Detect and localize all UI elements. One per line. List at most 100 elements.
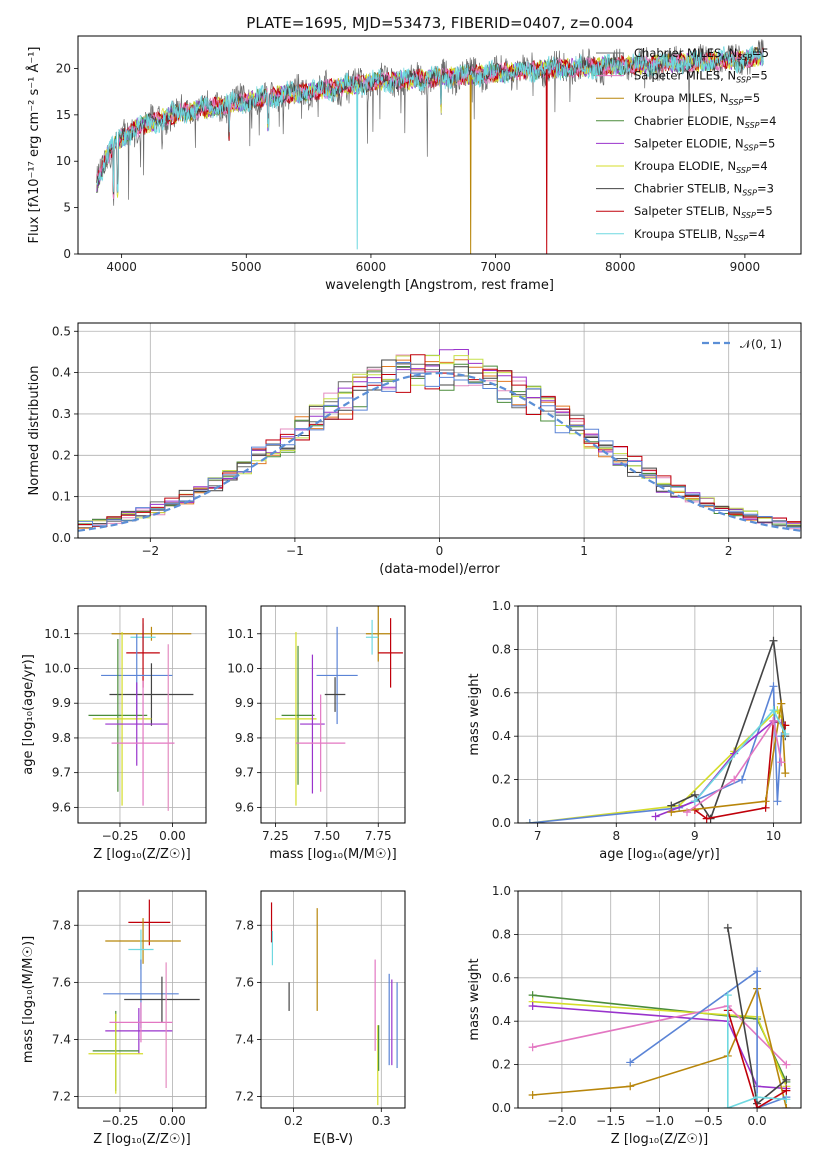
x-tick-label: 7.50 (313, 829, 340, 843)
y-tick-label: 0.0 (52, 531, 71, 545)
plot-area (96, 39, 764, 254)
x-tick-label: 4000 (106, 260, 137, 274)
y-tick-label: 0.4 (52, 366, 71, 380)
panel-mass-vs-ebv: 0.2 0.3 7.2 7.4 7.6 7.8 E(B-V) (235, 890, 406, 1147)
series-marker (769, 706, 778, 715)
y-tick-label: 7.8 (235, 918, 254, 932)
series-marker (528, 1002, 537, 1011)
y-tick-label: 9.7 (52, 766, 71, 780)
x-tick-label: 8000 (605, 260, 636, 274)
series-marker (723, 923, 732, 932)
x-tick-label: −2 (141, 544, 159, 558)
series-marker (761, 797, 770, 806)
legend-entry: Kroupa STELIB, NSSP=4 (634, 227, 765, 243)
x-tick-label: −1 (286, 544, 304, 558)
series-marker (525, 819, 534, 823)
series-line (671, 703, 787, 813)
series-line (727, 1010, 787, 1108)
y-tick-label: 9.9 (52, 696, 71, 710)
y-tick-label: 0.3 (52, 407, 71, 421)
axes-frame (77, 35, 802, 255)
y-tick-label: 0.4 (492, 729, 511, 743)
series-marker (528, 1043, 537, 1052)
y-tick-label: 9.9 (235, 696, 254, 710)
x-axis-label: E(B-V) (313, 1132, 353, 1147)
plot-area (261, 891, 405, 1108)
absorption-dip (545, 69, 548, 254)
y-tick-label: 0.2 (492, 773, 511, 787)
y-tick-label: 15 (56, 108, 71, 122)
legend-entry: Salpeter MILES, NSSP=5 (634, 69, 768, 85)
y-tick-label: 0.4 (492, 1014, 511, 1028)
legend-entry: 𝒩(0, 1) (740, 337, 782, 351)
legend-entry: Salpeter STELIB, NSSP=5 (634, 204, 773, 220)
y-tick-label: 10.0 (44, 661, 71, 675)
y-tick-label: 0.6 (492, 971, 511, 985)
y-tick-label: 5 (63, 201, 71, 215)
series-marker (753, 1104, 762, 1108)
axes-frame (260, 605, 406, 824)
x-tick-label: 7000 (480, 260, 511, 274)
y-tick-label: 1.0 (492, 884, 511, 898)
series-line (532, 1005, 787, 1090)
y-tick-label: 20 (56, 61, 71, 75)
x-tick-label: 1 (580, 544, 588, 558)
y-tick-label: 0.1 (52, 490, 71, 504)
x-tick-label: 0.0 (748, 1114, 767, 1128)
x-tick-label: −0.25 (102, 1114, 139, 1128)
x-tick-label: 0.3 (372, 1114, 391, 1128)
axes-frame (77, 322, 802, 539)
series-marker (626, 1082, 635, 1091)
series-marker (769, 636, 778, 645)
y-tick-label: 10 (56, 154, 71, 168)
series-marker (730, 775, 739, 784)
x-axis-label: Z [log₁₀(Z/Z☉)] (93, 1132, 190, 1147)
y-tick-label: 7.6 (235, 975, 254, 989)
x-tick-label: 0.00 (159, 1114, 186, 1128)
y-tick-label: 0.2 (52, 448, 71, 462)
y-tick-label: 0.0 (492, 816, 511, 830)
panel-residuals: −2 −1 0 1 2 0.0 0.1 0.2 0.3 0.4 0.5 (data-model)/er… (27, 322, 802, 577)
series-marker (667, 808, 676, 817)
figure-title: PLATE=1695, MJD=53473, FIBERID=0407, z=0… (246, 14, 633, 32)
y-tick-label: 10.0 (227, 661, 254, 675)
y-tick-label: 9.6 (235, 800, 254, 814)
y-tick-label: 0.5 (52, 324, 71, 338)
series-marker (782, 1104, 791, 1108)
series-marker (782, 1086, 791, 1095)
spectrum-line (96, 45, 764, 194)
y-tick-label: 7.2 (235, 1090, 254, 1104)
series-marker (723, 1104, 732, 1108)
x-tick-label: 7.25 (262, 829, 289, 843)
panel-age-vs-Z: −0.25 0.00 9.6 9.7 9.8 9.9 10.0 10.1 Z [log₁₀(Z/… (21, 605, 207, 862)
series-marker (690, 797, 699, 806)
x-tick-label: 7.75 (365, 829, 392, 843)
series-marker (777, 758, 786, 767)
x-tick-label: 2 (725, 544, 733, 558)
x-axis-label: age [log₁₀(age/yr)] (599, 847, 720, 862)
series-marker (781, 769, 790, 778)
x-tick-label: −0.25 (102, 829, 139, 843)
y-tick-label: 9.6 (52, 800, 71, 814)
y-tick-label: 7.2 (52, 1090, 71, 1104)
series-marker (528, 1090, 537, 1099)
series-marker (753, 1093, 762, 1102)
series-marker (769, 682, 778, 691)
legend-entry: Chabrier ELODIE, NSSP=4 (634, 114, 776, 130)
panel-mass-vs-Z: −0.25 0.00 7.2 7.4 7.6 7.8 Z [log₁₀(Z/Z☉)] mass… (21, 890, 207, 1147)
x-tick-label: 9 (691, 829, 699, 843)
plot-area (78, 323, 801, 538)
plot-area (78, 891, 206, 1108)
y-tick-label: 7.4 (235, 1032, 254, 1046)
series-marker (753, 967, 762, 976)
y-tick-label: 0 (63, 247, 71, 261)
legend-entry: Chabrier STELIB, NSSP=3 (634, 182, 774, 198)
y-tick-label: 10.1 (44, 627, 71, 641)
x-tick-label: 0 (436, 544, 444, 558)
normal-curve (78, 371, 801, 532)
x-axis-label: Z [log₁₀(Z/Z☉)] (93, 847, 190, 862)
x-axis-label: wavelength [Angstrom, rest frame] (325, 278, 554, 293)
axes-frame (77, 605, 207, 824)
series-marker (683, 808, 692, 817)
